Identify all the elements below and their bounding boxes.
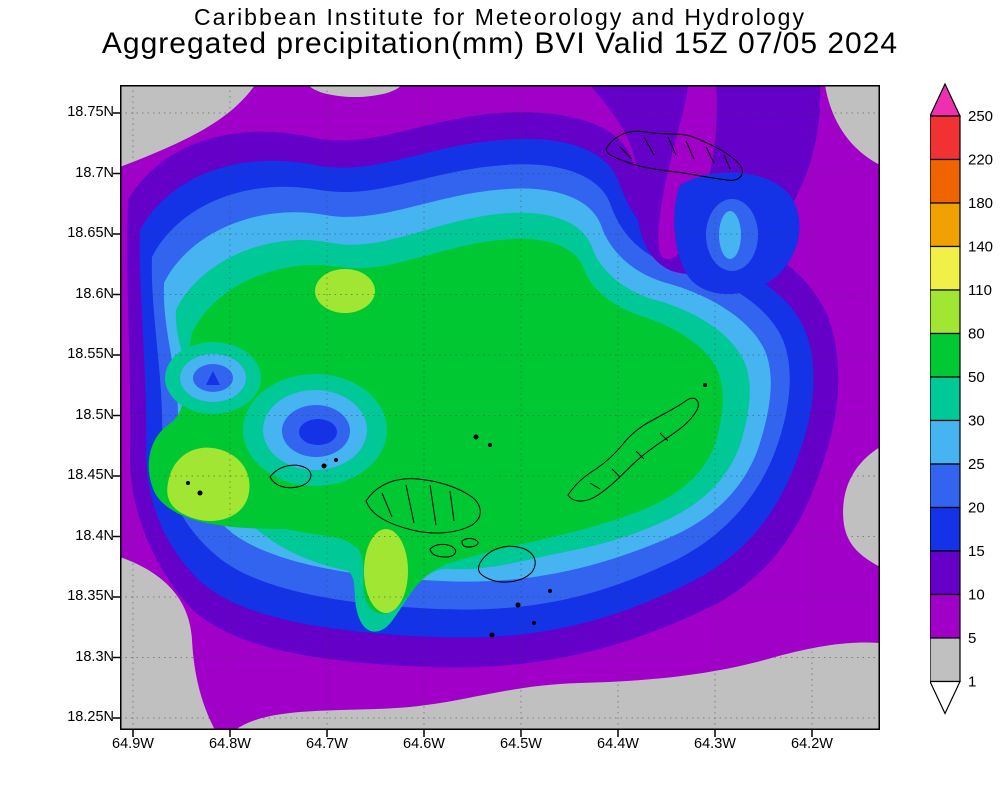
colorbar-band	[930, 158, 961, 204]
lon-tick-label: 64.2W	[791, 736, 833, 752]
islet-dot	[548, 589, 552, 593]
lat-tick-label: 18.45N	[67, 467, 114, 483]
island-anegada-detail	[619, 136, 731, 170]
axis-ticks-group	[113, 112, 813, 737]
island-peter	[429, 543, 457, 558]
islet-dot	[186, 481, 190, 485]
lowspot-core-15-20	[299, 419, 337, 445]
colorbar-label: 25	[968, 456, 985, 473]
contour-max-80-110-west	[167, 447, 250, 521]
contour-anegada-25-30	[719, 211, 741, 259]
islet-dot	[515, 602, 521, 608]
lon-tick-label: 64.5W	[500, 736, 542, 752]
islet-dot	[334, 458, 338, 462]
lon-tick-label: 64.6W	[403, 736, 445, 752]
contour-region-1-5-topleft	[120, 85, 255, 167]
island-anegada	[605, 130, 743, 181]
island-tortola-detail	[381, 484, 455, 526]
map-frame	[120, 85, 880, 730]
colorbar-band	[930, 419, 961, 465]
colorbar-band	[930, 506, 961, 552]
colorbar-label: 110	[968, 282, 992, 299]
colorbar-band	[930, 463, 961, 509]
islet-dot	[473, 434, 479, 440]
lat-tick-label: 18.35N	[67, 588, 114, 604]
colorbar-label: 1	[968, 674, 976, 691]
lon-tick-label: 64.3W	[694, 736, 736, 752]
lat-tick-label: 18.75N	[67, 104, 114, 120]
colorbar-label: 220	[968, 152, 993, 169]
colorbar-band	[930, 202, 961, 248]
lat-tick-label: 18.5N	[75, 406, 114, 423]
colorbar-label: 30	[968, 413, 985, 430]
islet-dot	[488, 443, 492, 447]
contour-region-50-80	[148, 238, 723, 614]
colorbar-arrow-bottom	[930, 680, 961, 715]
colorbar-band	[930, 550, 961, 596]
islet-dot	[197, 490, 203, 496]
colorbar-band	[930, 115, 961, 161]
island-outlines	[186, 130, 743, 638]
contour-region-1-5-topnotch	[308, 85, 402, 97]
contour-anegada-finger-5-10	[658, 85, 717, 260]
contour-max-80-110-north	[315, 269, 375, 313]
islet-outline	[461, 538, 479, 548]
lon-tick-label: 64.4W	[597, 736, 639, 752]
islet-dot	[321, 463, 327, 469]
colorbar-band	[930, 637, 961, 683]
colorbar-band	[930, 593, 961, 639]
contour-region-1-5-bottomleft	[120, 557, 215, 730]
island-tortola	[365, 478, 481, 534]
contour-max-80-110-south	[364, 529, 408, 613]
colorbar-label: 5	[968, 630, 976, 647]
colorbar-label: 250	[968, 108, 993, 125]
lat-tick-label: 18.55N	[67, 346, 114, 362]
lon-tick-label: 64.8W	[209, 736, 251, 752]
colorbar-label: 180	[968, 195, 993, 212]
precip-contour-field	[113, 85, 880, 737]
lon-tick-label: 64.7W	[306, 736, 348, 752]
colorbar-label: 15	[968, 543, 985, 560]
gridlines-group	[120, 85, 880, 730]
lon-tick-label: 64.9W	[112, 736, 154, 752]
colorbar-band	[930, 332, 961, 378]
contour-region-1-5-bottomstrip	[235, 642, 880, 730]
colorbar-band	[930, 289, 961, 335]
map-area: 18.75N 18.7N 18.65N 18.6N 18.55N 18.5N 18.45N 1…	[67, 85, 880, 752]
islet-dot	[532, 621, 536, 625]
colorbar: 250 220 180 140 110 80 50 30 25 20 15 10 5 1	[930, 83, 993, 715]
lat-tick-label: 18.25N	[67, 709, 114, 725]
institute-title: Caribbean Institute for Meteorology and …	[194, 4, 806, 30]
colorbar-label: 10	[968, 587, 985, 604]
lat-tick-label: 18.7N	[75, 164, 114, 181]
island-virgin-gorda-detail	[589, 432, 669, 490]
colorbar-label: 140	[968, 239, 993, 256]
colorbar-arrow-top	[930, 83, 961, 117]
island-st-john	[477, 545, 536, 583]
island-virgin-gorda-chain	[567, 397, 699, 502]
colorbar-label: 20	[968, 500, 985, 517]
colorbar-band	[930, 245, 961, 291]
colorbar-band	[930, 376, 961, 422]
island-jost-van-dyke	[269, 464, 312, 489]
colorbar-label: 80	[968, 326, 985, 343]
lat-tick-label: 18.4N	[75, 527, 114, 544]
colorbar-label: 50	[968, 369, 985, 386]
islet-dot	[489, 632, 495, 638]
chart-title: Aggregated precipitation(mm) BVI Valid 1…	[101, 27, 899, 60]
lat-tick-label: 18.3N	[75, 648, 114, 665]
lat-tick-label: 18.65N	[67, 225, 114, 241]
islet-dot	[703, 383, 707, 387]
lowspot2-core-15-20	[206, 371, 220, 385]
contour-region-1-5-topright	[825, 85, 880, 165]
lat-tick-label: 18.6N	[75, 285, 114, 302]
